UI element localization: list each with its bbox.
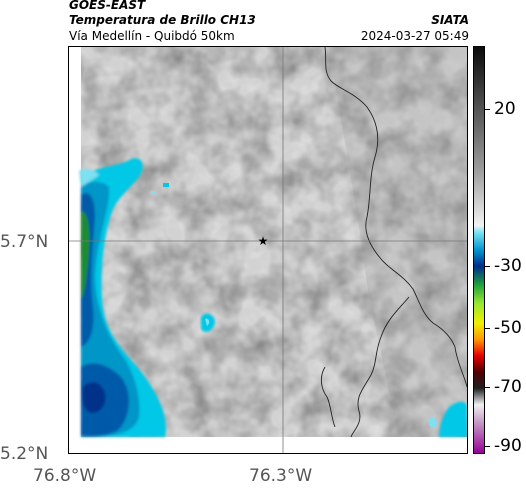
satellite-title: GOES-EAST (69, 0, 146, 12)
border-south (350, 296, 410, 438)
product-title: Temperatura de Brillo CH13 (69, 13, 256, 27)
cloud-texture-light (81, 47, 467, 437)
lon-label-76.3: 76.3°W (249, 466, 313, 486)
map-canvas: ★ (69, 47, 467, 453)
colorbar-tick-label-1: -30 (494, 256, 522, 277)
colorbar-tick-1 (485, 266, 490, 268)
colorbar-tick-3 (485, 386, 490, 388)
agency-label: SIATA (431, 13, 469, 27)
border-east (324, 47, 467, 388)
colorbar-tick-label-3: -70 (494, 376, 522, 397)
border-river (320, 366, 336, 428)
timestamp-label: 2024-03-27 05:49 (360, 29, 469, 43)
satellite-map[interactable]: ★ (68, 46, 468, 454)
star-icon: ★ (258, 234, 269, 248)
cold-cloud-west (79, 158, 166, 438)
colorbar-tick-2 (485, 327, 490, 329)
colorbar-tick-label-2: -50 (494, 317, 522, 338)
colorbar-tick-label-4: -90 (494, 435, 522, 456)
colorbar (473, 46, 485, 454)
lon-label-76.8: 76.8°W (33, 466, 97, 486)
colorbar-tick-0 (485, 109, 490, 111)
warm-region-east (329, 47, 467, 437)
lat-label-5.7: 5.7°N (0, 232, 49, 252)
colorbar-gradient (473, 46, 485, 454)
cold-cloud-patches (151, 183, 467, 437)
location-subtitle: Vía Medellín - Quibdó 50km (69, 29, 235, 43)
colorbar-tick-label-0: 20 (494, 99, 516, 120)
lat-label-5.2: 5.2°N (0, 444, 49, 464)
colorbar-tick-4 (485, 445, 490, 447)
